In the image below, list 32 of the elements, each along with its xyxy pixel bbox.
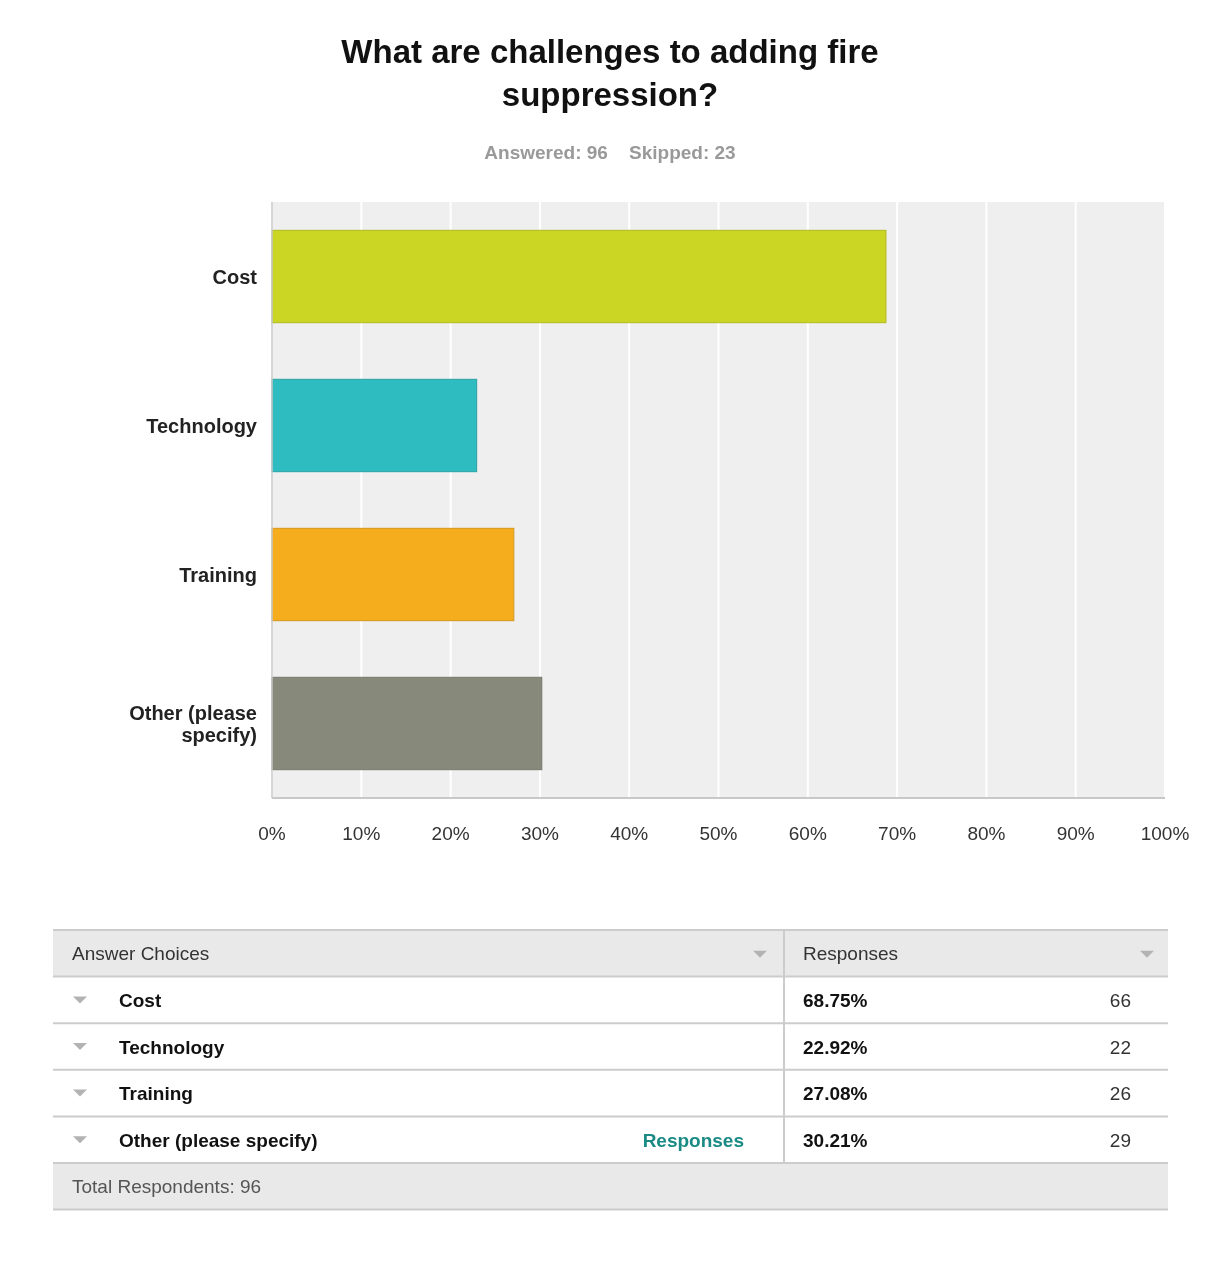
text: Total Respondents: 96 <box>72 1176 262 1198</box>
category-label: Technology <box>119 1036 225 1058</box>
x-tick-label: 80% <box>967 823 1006 844</box>
text: 29 <box>1109 1129 1131 1151</box>
text: 26 <box>1109 1083 1131 1105</box>
x-tick-label: 20% <box>431 823 470 844</box>
x-tick-label: 10% <box>342 823 381 844</box>
text: Responses <box>642 1129 744 1151</box>
text: 68.75% <box>803 989 868 1011</box>
text: 22 <box>1109 1036 1131 1058</box>
text: 22.92% <box>803 1036 868 1058</box>
x-tick-label: 70% <box>878 823 917 844</box>
chart-title: What are challenges to adding fire suppression? <box>341 33 879 113</box>
x-tick-label: 50% <box>699 823 738 844</box>
text: 30.21% <box>803 1129 868 1151</box>
y-tick-label: Training <box>179 563 257 586</box>
x-tick-label: 90% <box>1056 823 1095 844</box>
chart-subtitle: Answered: 96 Skipped: 23 <box>484 142 736 163</box>
category-label: Cost <box>119 989 162 1011</box>
category-label: Training <box>119 1083 193 1105</box>
y-tick-label: Technology <box>146 414 258 437</box>
text: Responses <box>803 943 899 965</box>
y-tick-label: Other (please specify) <box>129 701 257 746</box>
x-tick-label: 30% <box>520 823 560 844</box>
text: 66 <box>1109 989 1131 1011</box>
text: 27.08% <box>803 1083 868 1105</box>
y-tick-label: Cost <box>212 265 258 288</box>
x-tick-label: 0% <box>258 823 286 844</box>
text: Answer Choices <box>72 943 210 965</box>
x-tick-label: 60% <box>788 823 827 844</box>
x-tick-label: 40% <box>610 823 649 844</box>
x-tick-label: 100% <box>1140 823 1190 844</box>
